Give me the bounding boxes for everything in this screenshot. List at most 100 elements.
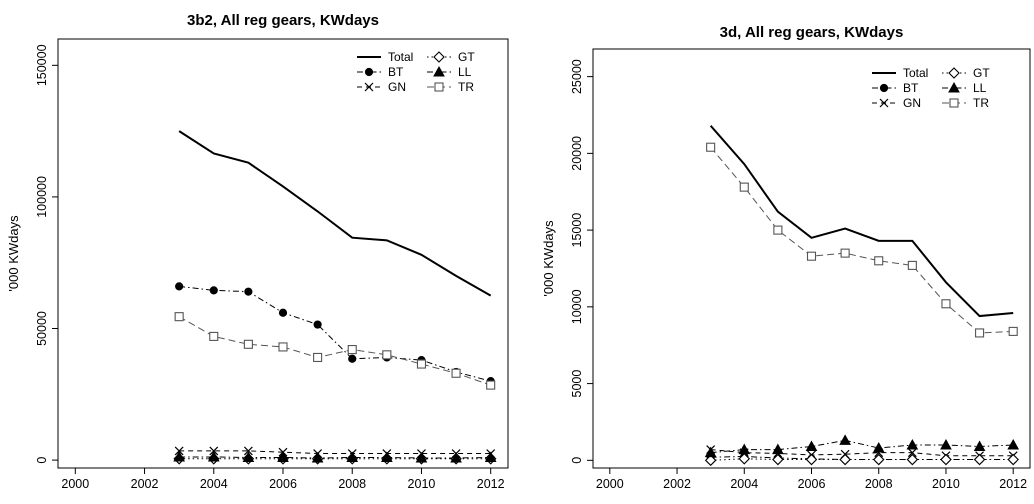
point-gt	[940, 453, 952, 466]
legend-item-total: Total	[357, 50, 413, 64]
y-tick-label: 0	[570, 457, 584, 464]
point-ll	[207, 450, 220, 462]
x-tick-label: 2002	[131, 477, 159, 491]
legend-label-gt: GT	[973, 66, 990, 80]
y-axis: 0 50000 100000 150000	[35, 44, 58, 464]
point-ll	[704, 446, 717, 458]
legend-item-ll: LL	[427, 65, 472, 79]
point-bt	[348, 354, 357, 363]
x-tick-label: 2006	[798, 477, 826, 491]
point-bt	[278, 308, 288, 317]
point-bt	[313, 320, 322, 329]
point-tr	[278, 342, 288, 352]
x-tick-label: 2010	[408, 477, 436, 491]
x-axis: 2000 2002 2004 2006 2008 2010 2012	[61, 468, 505, 491]
series-gt	[704, 453, 1019, 467]
y-axis-label: '000 KWdays	[6, 215, 21, 292]
legend-label-ll: LL	[973, 81, 987, 95]
point-ll	[277, 451, 289, 462]
legend-marker-ll	[948, 81, 960, 93]
series-line-total	[709, 125, 1014, 318]
legend-item-bt: BT	[357, 65, 404, 79]
point-ll	[906, 438, 919, 450]
point-ll	[839, 434, 851, 445]
point-tr	[941, 299, 951, 309]
series-line-gn	[710, 449, 1014, 457]
point-tr	[1008, 326, 1018, 336]
x-axis: 2000 2002 2004 2006 2008 2010 2012	[596, 468, 1027, 491]
point-gt	[973, 453, 986, 466]
x-tick-label: 2012	[999, 477, 1027, 491]
legend-label-gn: GN	[388, 80, 406, 94]
legend-item-total: Total	[872, 66, 928, 80]
point-ll	[242, 451, 255, 462]
point-ll	[346, 451, 359, 462]
point-tr	[874, 256, 884, 266]
point-gt	[839, 453, 851, 466]
point-bt	[175, 282, 184, 291]
point-tr	[739, 182, 749, 192]
point-ll	[940, 438, 952, 450]
x-tick-label: 2008	[865, 477, 893, 491]
point-ll	[805, 440, 818, 452]
y-tick-label: 5000	[570, 370, 584, 398]
point-gt	[1007, 453, 1019, 466]
legend-marker-bt	[879, 83, 889, 93]
x-tick-label: 2004	[200, 477, 228, 491]
point-tr	[313, 352, 323, 363]
x-tick-label: 2008	[338, 477, 366, 491]
series-ll	[173, 450, 497, 463]
y-tick-label: 150000	[35, 44, 49, 86]
chart-title: 3b2, All reg gears, KWdays	[187, 12, 379, 29]
y-tick-label: 10000	[570, 289, 584, 324]
series-line-total	[178, 130, 492, 297]
x-tick-label: 2010	[932, 477, 960, 491]
point-tr	[706, 142, 716, 152]
point-gt	[738, 453, 751, 465]
point-ll	[1007, 438, 1020, 450]
legend-label-tr: TR	[973, 96, 989, 110]
point-tr	[243, 339, 253, 349]
y-tick-label: 25000	[570, 59, 584, 94]
plot-frame	[57, 38, 509, 469]
point-tr	[347, 345, 357, 355]
y-tick-label: 50000	[35, 311, 49, 346]
legend-label-ll: LL	[458, 65, 472, 79]
y-tick-label: 0	[35, 457, 49, 464]
series-line-bt	[179, 285, 491, 382]
series-tr	[174, 312, 496, 390]
legend-label-bt: BT	[388, 65, 404, 79]
legend-label-bt: BT	[903, 81, 919, 95]
legend-label-gt: GT	[458, 50, 475, 64]
series-line-ll	[710, 439, 1014, 454]
y-tick-label: 20000	[570, 136, 584, 171]
legend-label-gn: GN	[903, 96, 921, 110]
x-tick-label: 2000	[596, 477, 624, 491]
series-line-tr	[710, 146, 1014, 334]
legend-marker-gn	[879, 98, 889, 108]
point-ll	[973, 440, 986, 452]
point-ll	[484, 451, 497, 462]
legend-marker-tr	[949, 98, 959, 108]
x-tick-label: 2006	[269, 477, 297, 491]
series-bt	[175, 282, 495, 386]
legend-item-tr: TR	[942, 96, 989, 110]
legend-item-tr: TR	[427, 80, 474, 94]
point-gn	[243, 446, 253, 456]
point-tr	[451, 368, 461, 378]
series-tr	[706, 142, 1018, 338]
point-ll	[738, 443, 751, 455]
legend-marker-gn	[364, 82, 374, 92]
point-gn	[174, 446, 184, 456]
x-tick-label: 2002	[663, 477, 691, 491]
point-tr	[382, 350, 392, 360]
series-gt	[173, 453, 497, 465]
point-tr	[416, 359, 427, 369]
series-gn	[174, 446, 496, 458]
point-ll	[173, 450, 186, 462]
legend-item-gn: GN	[357, 80, 406, 94]
chart-title: 3d, All reg gears, KWdays	[720, 24, 904, 41]
point-tr	[486, 380, 496, 390]
point-ll	[872, 442, 885, 453]
